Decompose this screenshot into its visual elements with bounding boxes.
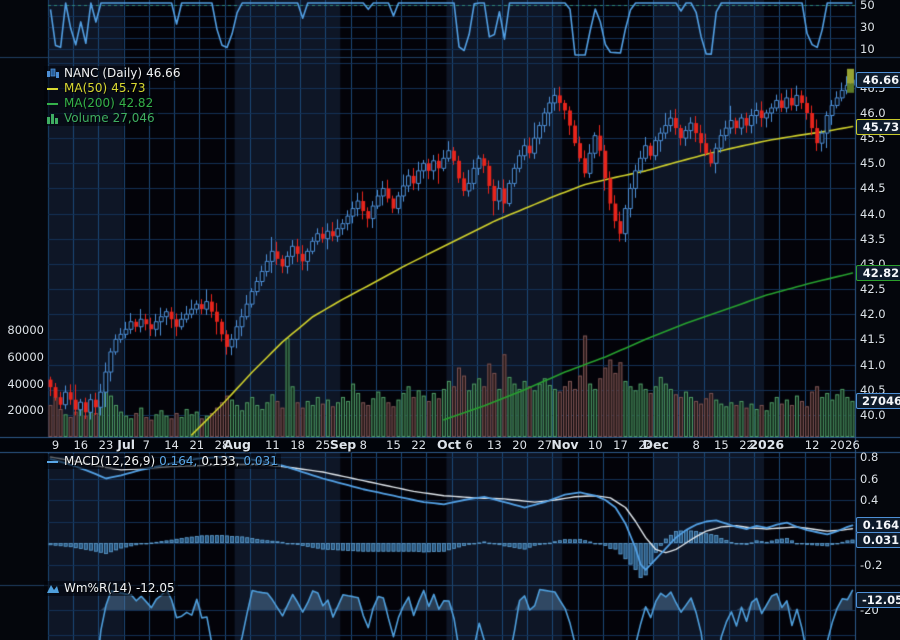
- date-axis-tick: 25: [315, 438, 331, 452]
- price-axis-tick: 41.5: [860, 332, 886, 347]
- ma200-line-icon: [47, 102, 58, 105]
- price-axis-tick: 42.5: [860, 282, 886, 297]
- date-axis-tick: 14: [164, 438, 179, 452]
- ma50-legend-row[interactable]: MA(50) 45.73: [44, 81, 149, 96]
- date-axis-tick: 12: [804, 438, 820, 452]
- date-axis-tick: 15: [714, 438, 729, 452]
- macd-hist-badge: 0.031: [856, 531, 900, 548]
- date-axis-tick: Nov: [551, 437, 579, 452]
- date-axis-tick: 17: [613, 438, 628, 452]
- volume-value: 27,046: [112, 111, 155, 125]
- macd-axis-tick: 0.6: [860, 471, 879, 486]
- date-axis-tick: 8: [359, 438, 367, 452]
- macd-axis-tick: -0.2: [860, 557, 883, 572]
- ma50-label: MA(50): [64, 81, 108, 95]
- volume-axis-tick: 60000: [7, 349, 44, 364]
- price-axis-tick: 43.5: [860, 231, 886, 246]
- price-axis-tick: 42.0: [860, 307, 886, 322]
- volume-badge: 27046: [856, 392, 900, 409]
- volume-axis-tick: 80000: [7, 323, 44, 338]
- symbol-last-value: 46.66: [146, 66, 181, 80]
- macd-axis-tick: 0.8: [860, 450, 879, 464]
- volume-label: Volume: [64, 111, 109, 125]
- date-axis-tick: 27: [537, 438, 553, 452]
- macd-value-2: 0.133,: [201, 454, 240, 468]
- price-axis-tick: 45.0: [860, 156, 886, 171]
- wmr-badge: -12.05: [856, 592, 900, 609]
- volume-bars-icon: [47, 114, 58, 124]
- top-axis-tick: 10: [860, 42, 875, 56]
- ma200-value: 42.82: [118, 96, 154, 110]
- price-axis-tick: 41.0: [860, 357, 886, 372]
- date-axis-tick: 7: [142, 438, 151, 452]
- date-axis-tick: Jul: [117, 437, 136, 452]
- macd-axis-tick: 0.4: [860, 493, 879, 507]
- candlestick-icon: [47, 68, 59, 78]
- date-axis-tick: 2026: [749, 437, 785, 452]
- date-axis-tick: 16: [73, 438, 89, 452]
- wmr-legend: Wm%R(14) -12.05: [44, 581, 178, 596]
- price-axis-tick: 45.5: [860, 131, 886, 146]
- ma50-value: 45.73: [111, 81, 146, 95]
- date-axis-tick: 23: [98, 438, 114, 452]
- date-axis-tick: Sep: [329, 437, 357, 452]
- date-axis-tick: 22: [739, 438, 754, 452]
- date-axis-tick: 10: [587, 438, 603, 452]
- macd-legend: MACD(12,26,9) 0.164, 0.133, 0.031: [44, 454, 281, 469]
- date-axis-tick: 21: [189, 438, 205, 452]
- price-axis-tick: 40.5: [860, 382, 886, 397]
- wmr-value: -12.05: [135, 581, 175, 595]
- ma200-badge: 42.82: [856, 264, 900, 281]
- date-axis-tick: 20: [830, 438, 845, 452]
- ma200-label: MA(200): [64, 96, 115, 110]
- macd-legend-row[interactable]: MACD(12,26,9) 0.164, 0.133, 0.031: [44, 454, 281, 469]
- ma50-line-icon: [47, 87, 58, 90]
- date-axis-tick: Dec: [642, 437, 669, 452]
- date-axis-tick: 15: [386, 438, 401, 452]
- date-axis-tick: 6: [465, 438, 473, 452]
- symbol-label: NANC (Daily): [64, 66, 143, 80]
- date-axis-tick: 26: [845, 438, 860, 452]
- top-axis-tick: 50: [860, 0, 875, 12]
- macd-value-3: 0.031: [243, 454, 278, 468]
- volume-axis-tick: 20000: [7, 403, 44, 418]
- macd-badge: 0.164: [856, 517, 900, 534]
- price-axis-tick: 44.0: [860, 206, 886, 221]
- date-axis-tick: 11: [265, 438, 280, 452]
- price-axis-tick: 46.0: [860, 106, 886, 120]
- date-axis-tick: 18: [290, 438, 305, 452]
- date-axis-tick: 24: [638, 438, 653, 452]
- date-axis-tick: Aug: [223, 437, 251, 452]
- date-axis-tick: 22: [411, 438, 427, 452]
- top-axis-tick: 30: [860, 20, 875, 34]
- date-axis-tick: 8: [692, 438, 700, 452]
- main-legend: NANC (Daily) 46.66 MA(50) 45.73 MA(200) …: [44, 66, 184, 126]
- macd-line-icon: [47, 460, 58, 463]
- wmr-label: Wm%R(14): [64, 581, 132, 595]
- macd-value-1: 0.164,: [159, 454, 198, 468]
- date-axis-tick: 9: [51, 438, 60, 452]
- price-axis-tick: 40.0: [860, 407, 886, 422]
- ma200-legend-row[interactable]: MA(200) 42.82: [44, 96, 157, 111]
- ma50-badge: 45.73: [856, 118, 900, 135]
- date-axis-tick: 28: [214, 438, 230, 452]
- last-price-badge: 46.66: [856, 71, 900, 88]
- wmr-legend-row[interactable]: Wm%R(14) -12.05: [44, 581, 178, 596]
- date-axis-tick: Oct: [436, 437, 461, 452]
- volume-legend-row[interactable]: Volume 27,046: [44, 111, 158, 126]
- volume-axis-tick: 40000: [7, 376, 44, 391]
- date-axis-tick: 13: [487, 438, 502, 452]
- date-axis-tick: 20: [512, 438, 527, 452]
- wmr-area-icon: [47, 585, 59, 593]
- price-axis-tick: 44.5: [860, 181, 886, 196]
- macd-label: MACD(12,26,9): [64, 454, 156, 468]
- symbol-legend-row[interactable]: NANC (Daily) 46.66: [44, 66, 184, 81]
